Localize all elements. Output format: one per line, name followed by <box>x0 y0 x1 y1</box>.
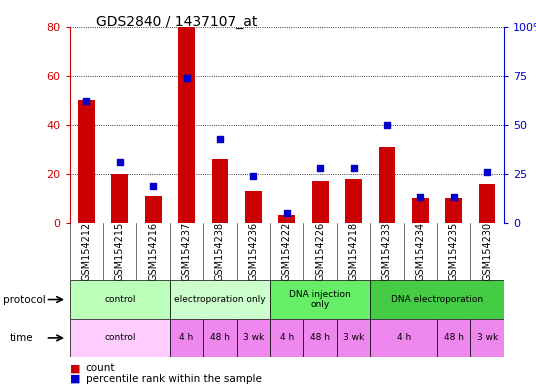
Point <box>383 122 391 128</box>
Bar <box>312 181 329 223</box>
Bar <box>245 191 262 223</box>
Text: DNA electroporation: DNA electroporation <box>391 295 483 304</box>
Bar <box>78 100 95 223</box>
Text: 4 h: 4 h <box>397 333 411 343</box>
Text: GSM154212: GSM154212 <box>81 222 91 281</box>
Point <box>316 165 324 171</box>
Bar <box>370 319 437 357</box>
Bar <box>270 280 370 319</box>
Text: ■: ■ <box>70 374 80 384</box>
Point <box>115 159 124 165</box>
Text: GSM154235: GSM154235 <box>449 222 459 281</box>
Text: 48 h: 48 h <box>210 333 230 343</box>
Text: 3 wk: 3 wk <box>243 333 264 343</box>
Point <box>416 194 425 200</box>
Bar <box>303 319 337 357</box>
Text: control: control <box>104 295 136 304</box>
Bar <box>70 319 170 357</box>
Text: GSM154237: GSM154237 <box>182 222 191 281</box>
Point <box>149 182 158 189</box>
Text: DNA injection
only: DNA injection only <box>289 290 351 309</box>
Point <box>282 210 291 216</box>
Bar <box>237 319 270 357</box>
Text: 3 wk: 3 wk <box>343 333 364 343</box>
Text: electroporation only: electroporation only <box>174 295 266 304</box>
Text: GDS2840 / 1437107_at: GDS2840 / 1437107_at <box>96 15 258 29</box>
Point <box>82 98 91 104</box>
Text: 48 h: 48 h <box>310 333 330 343</box>
Text: 4 h: 4 h <box>280 333 294 343</box>
Bar <box>278 215 295 223</box>
Bar <box>170 319 203 357</box>
Text: GSM154234: GSM154234 <box>415 222 426 281</box>
Bar <box>145 196 161 223</box>
Text: GSM154236: GSM154236 <box>248 222 258 281</box>
Bar <box>111 174 128 223</box>
Bar <box>479 184 495 223</box>
Bar <box>212 159 228 223</box>
Bar <box>270 319 303 357</box>
Bar <box>378 147 395 223</box>
Bar <box>178 27 195 223</box>
Point <box>349 165 358 171</box>
Bar <box>70 280 170 319</box>
Bar <box>445 198 462 223</box>
Bar <box>437 319 471 357</box>
Text: 48 h: 48 h <box>444 333 464 343</box>
Point <box>182 75 191 81</box>
Text: GSM154238: GSM154238 <box>215 222 225 281</box>
Text: count: count <box>86 363 115 373</box>
Bar <box>337 319 370 357</box>
Text: GSM154226: GSM154226 <box>315 222 325 281</box>
Text: GSM154218: GSM154218 <box>348 222 359 281</box>
Bar <box>471 319 504 357</box>
Bar <box>370 280 504 319</box>
Text: 4 h: 4 h <box>180 333 193 343</box>
Text: 3 wk: 3 wk <box>477 333 498 343</box>
Point <box>249 173 258 179</box>
Text: GSM154233: GSM154233 <box>382 222 392 281</box>
Text: percentile rank within the sample: percentile rank within the sample <box>86 374 262 384</box>
Bar <box>345 179 362 223</box>
Point <box>215 136 224 142</box>
Bar <box>170 280 270 319</box>
Text: GSM154230: GSM154230 <box>482 222 492 281</box>
Text: GSM154222: GSM154222 <box>282 222 292 281</box>
Point <box>450 194 458 200</box>
Text: control: control <box>104 333 136 343</box>
Bar <box>203 319 237 357</box>
Text: GSM154216: GSM154216 <box>148 222 158 281</box>
Text: GSM154215: GSM154215 <box>115 222 125 281</box>
Text: protocol: protocol <box>3 295 46 305</box>
Text: ■: ■ <box>70 363 80 373</box>
Bar <box>412 198 429 223</box>
Point <box>483 169 492 175</box>
Text: time: time <box>10 333 33 343</box>
